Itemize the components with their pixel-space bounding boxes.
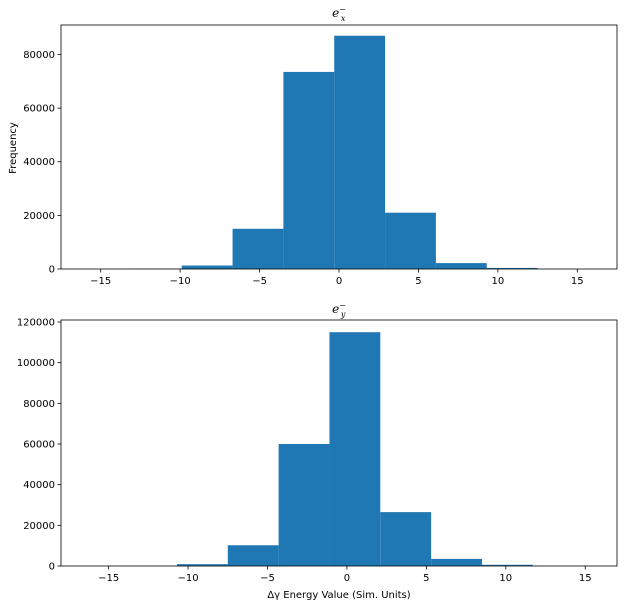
histogram-bar-ey-3 — [227, 545, 279, 566]
y-tick-label: 60000 — [23, 104, 55, 115]
histogram-bar-ex-2 — [181, 265, 233, 269]
histogram-bar-ex-7 — [435, 263, 487, 269]
histogram-bar-ex-6 — [385, 212, 436, 269]
x-tick-label: 10 — [491, 276, 504, 287]
x-tick-label: 10 — [499, 573, 512, 584]
chart-title-ey: e− y — [332, 301, 346, 319]
bars-ey — [126, 332, 533, 566]
x-tick-label: −10 — [178, 573, 199, 584]
x-tick-label: −10 — [170, 276, 191, 287]
x-axis-label-ey: Δγ Energy Value (Sim. Units) — [267, 590, 410, 601]
y-ticks-ey: 0 20000 40000 60000 80000 100000 120000 — [17, 318, 61, 573]
y-tick-label: 100000 — [17, 358, 55, 369]
y-ticks-ex: 0 20000 40000 60000 80000 — [23, 50, 61, 276]
histogram-bar-ex-5 — [334, 35, 386, 269]
histogram-bar-ey-8 — [481, 564, 533, 566]
x-tick-label: 0 — [344, 573, 350, 584]
x-tick-label: 15 — [579, 573, 592, 584]
x-tick-label: −5 — [252, 276, 267, 287]
bars-ex — [130, 35, 538, 269]
y-tick-label: 80000 — [23, 50, 55, 61]
x-ticks-ey: −15 −10 −5 0 5 10 15 — [98, 566, 592, 584]
x-ticks-ex: −15 −10 −5 0 5 10 15 — [90, 269, 584, 287]
histogram-bar-ey-7 — [431, 558, 482, 566]
y-tick-label: 80000 — [23, 399, 55, 410]
y-tick-label: 40000 — [23, 480, 55, 491]
y-tick-label: 120000 — [17, 318, 55, 329]
x-tick-label: 5 — [423, 573, 429, 584]
histogram-bar-ey-2 — [176, 564, 228, 566]
histogram-bar-ex-8 — [486, 267, 538, 269]
histogram-panel-ey: e− y Δγ Energy Value (Sim. Units) −15 −10−… — [17, 301, 618, 601]
y-tick-label: 60000 — [23, 440, 55, 451]
histogram-bar-ex-4 — [283, 71, 335, 269]
y-axis-label-ex: Frequency — [8, 122, 19, 174]
x-tick-label: 0 — [336, 276, 342, 287]
x-tick-label: 15 — [571, 276, 584, 287]
x-tick-label: −15 — [98, 573, 119, 584]
x-tick-label: −15 — [90, 276, 111, 287]
histogram-bar-ey-5 — [329, 332, 381, 566]
chart-title-ex: e− x — [332, 5, 346, 23]
y-tick-label: 0 — [49, 562, 55, 573]
x-tick-label: −5 — [260, 573, 275, 584]
y-tick-label: 20000 — [23, 521, 55, 532]
y-tick-label: 40000 — [23, 157, 55, 168]
y-tick-label: 20000 — [23, 211, 55, 222]
y-tick-label: 0 — [49, 265, 55, 276]
histogram-bar-ey-6 — [380, 512, 432, 566]
axes-frame-ey — [60, 319, 618, 567]
histogram-panel-ex: e− x Frequency −15 −10 −5 0 5 10 15 0 20000 40000… — [8, 5, 618, 287]
x-tick-label: 5 — [415, 276, 421, 287]
histogram-bar-ey-4 — [278, 444, 330, 566]
histogram-bar-ex-3 — [232, 228, 284, 269]
